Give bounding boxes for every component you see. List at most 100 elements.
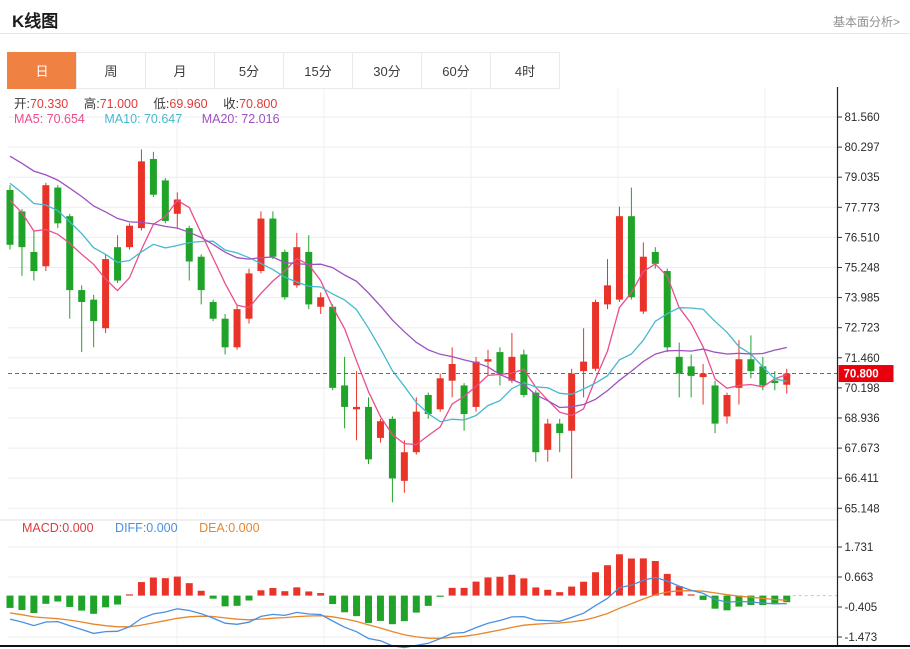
macd-histogram-bar (173, 576, 181, 596)
candle-body (412, 411, 420, 453)
candle-body (137, 161, 145, 229)
ma5-line (9, 199, 788, 446)
macd-histogram-bar (436, 595, 444, 597)
macd-histogram-bar (245, 595, 253, 601)
macd-histogram-bar (759, 595, 767, 606)
axis-tick-label: 79.035 (845, 172, 880, 184)
axis-tick-label: 77.773 (845, 202, 880, 214)
tab-4时[interactable]: 4时 (490, 52, 560, 89)
candle-body (580, 361, 588, 372)
macd-histogram-bar (388, 595, 396, 625)
candle-body (400, 452, 408, 481)
macd-histogram-bar (281, 591, 289, 596)
candle-body (759, 366, 767, 386)
macd-histogram-bar (209, 595, 217, 599)
candle-body (269, 218, 277, 257)
macd-histogram-bar (137, 582, 145, 596)
axis-tick-label: 73.985 (845, 293, 880, 305)
macd-histogram-bar (520, 578, 528, 596)
macd-histogram-bar (293, 587, 301, 596)
macd-histogram-bar (568, 586, 576, 596)
macd-histogram-bar (711, 595, 719, 609)
candle-body (651, 251, 659, 264)
macd-histogram-bar (627, 558, 635, 596)
tab-周[interactable]: 周 (76, 52, 146, 89)
macd-histogram-bar (460, 587, 468, 596)
candle-body (496, 352, 504, 374)
tab-日[interactable]: 日 (7, 52, 77, 89)
candle-body (245, 273, 253, 319)
candle-body (687, 366, 695, 376)
macd-histogram-bar (639, 558, 647, 596)
candle-body (460, 385, 468, 415)
macd-histogram-bar (580, 581, 588, 596)
candle-body (472, 361, 480, 407)
macd-histogram-bar (783, 595, 791, 603)
candle-body (376, 421, 384, 438)
macd-histogram-bar (197, 590, 205, 596)
candle-body (173, 199, 181, 214)
macd-histogram-bar (305, 591, 313, 596)
macd-histogram-bar (149, 577, 157, 596)
macd-histogram-bar (508, 574, 516, 596)
macd-histogram-bar (615, 554, 623, 596)
macd-histogram-bar (185, 583, 193, 596)
candle-body (388, 418, 396, 479)
candle-body (30, 251, 38, 272)
candle-body (615, 216, 623, 300)
candle-body (436, 378, 444, 410)
axis-tick-label: 80.297 (845, 142, 880, 154)
axis-tick-label: 72.723 (845, 323, 880, 335)
macd-histogram-bar (400, 595, 408, 622)
candle-body (424, 394, 432, 415)
tab-30分[interactable]: 30分 (352, 52, 422, 89)
macd-histogram-bar (30, 595, 38, 613)
macd-histogram-bar (126, 594, 133, 596)
candle-body (783, 373, 791, 385)
axis-tick-label: 81.560 (845, 112, 880, 124)
candle-body (317, 297, 325, 307)
candle-body (42, 185, 50, 267)
candle-body (723, 394, 731, 417)
candle-body (305, 251, 313, 305)
macd-histogram-bar (90, 595, 98, 614)
tab-60分[interactable]: 60分 (421, 52, 491, 89)
candle-body (711, 385, 719, 424)
macd-histogram-bar (424, 595, 432, 606)
macd-histogram-bar (747, 595, 755, 605)
candle-body (520, 354, 528, 395)
candle-body (197, 256, 205, 291)
candle-body (627, 216, 635, 298)
candle-body (663, 271, 671, 348)
candle-body (532, 392, 540, 453)
candle-body (126, 225, 133, 248)
macd-histogram-bar (353, 595, 361, 617)
macd-histogram-bar (78, 595, 86, 611)
axis-tick-label: 70.198 (845, 383, 880, 395)
macd-histogram-bar (221, 595, 229, 607)
macd-histogram-bar (699, 595, 707, 600)
macd-histogram-bar (54, 595, 62, 602)
page-header: K线图 基本面分析> (0, 0, 910, 34)
tab-5分[interactable]: 5分 (214, 52, 284, 89)
axis-tick-label: 65.148 (845, 503, 880, 515)
candle-body (66, 216, 74, 291)
macd-histogram-bar (233, 595, 241, 606)
candle-body (293, 247, 301, 286)
macd-histogram-bar (604, 565, 611, 596)
fundamental-analysis-link[interactable]: 基本面分析> (832, 15, 900, 29)
axis-tick-label: 71.460 (845, 353, 880, 365)
candle-body (209, 302, 217, 319)
candle-body (592, 302, 600, 369)
candle-body (484, 359, 492, 362)
dea-line (9, 590, 787, 639)
tab-15分[interactable]: 15分 (283, 52, 353, 89)
macd-histogram-bar (257, 590, 265, 596)
candle-body (6, 189, 14, 245)
candle-body (747, 359, 755, 372)
interval-tabbar: 日周月 5分 15分 30分 60分 4时 (7, 52, 560, 89)
candle-body (257, 218, 265, 272)
macd-histogram-bar (341, 595, 349, 613)
tab-月[interactable]: 月 (145, 52, 215, 89)
